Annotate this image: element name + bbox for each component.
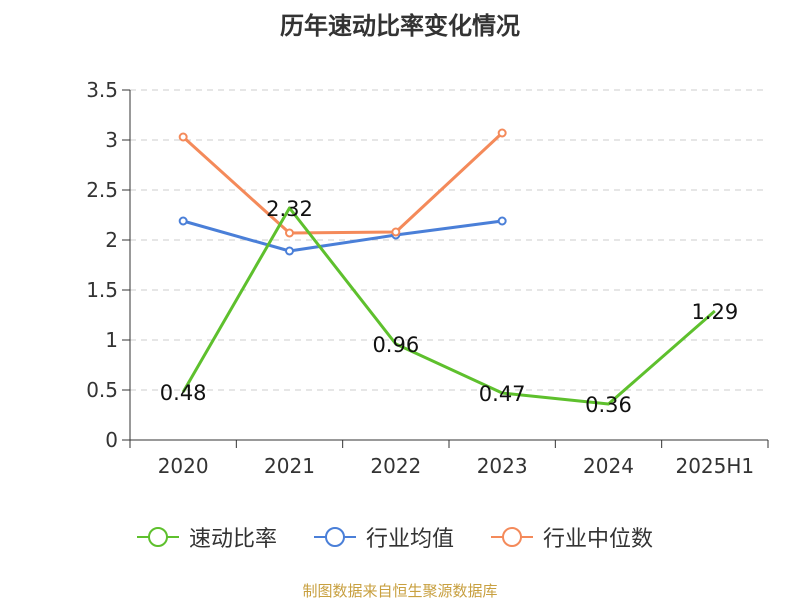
grid-lines (130, 89, 768, 391)
axes: 0 0.5 1 1.5 2 2.5 3 3.5 2020 2021 2022 2023 2024 2025… (86, 78, 769, 478)
series-line-0 (181, 206, 716, 406)
data-label-5: 1.29 (691, 300, 738, 324)
x-tick-label-0: 2020 (158, 454, 209, 478)
y-tick-label-7: 3.5 (86, 78, 118, 102)
y-tick-label-0: 0 (105, 428, 118, 452)
y-tick-label-1: 0.5 (86, 378, 118, 402)
legend-item-series-2[interactable]: 行业中位数 (489, 520, 653, 554)
data-labels: 0.48 2.32 0.96 0.47 0.36 1.29 (160, 197, 738, 417)
legend-label-series-1: 行业均值 (366, 527, 455, 552)
data-label-0: 0.48 (160, 381, 207, 405)
legend-marker-series-2 (491, 527, 533, 547)
chart-title: 历年速动比率变化情况 (280, 12, 520, 40)
legend-label-series-2: 行业中位数 (543, 527, 654, 552)
legend-marker-series-0 (137, 527, 179, 547)
x-tick-label-3: 2023 (477, 454, 528, 478)
series-line-1 (182, 219, 503, 253)
x-tick-label-1: 2021 (264, 454, 315, 478)
data-label-3: 0.47 (479, 382, 526, 406)
y-tick-label-6: 3 (105, 128, 118, 152)
source-note: 制图数据来自恒生聚源数据库 (302, 582, 498, 600)
series-2-point-3 (497, 128, 507, 138)
y-tick-label-4: 2 (105, 228, 118, 252)
series-lines (178, 128, 716, 406)
series-2-point-2 (391, 227, 401, 237)
y-tick-label-5: 2.5 (86, 178, 118, 202)
legend-item-series-1[interactable]: 行业均值 (312, 520, 454, 554)
series-1-point-0 (178, 216, 188, 226)
series-line-2 (182, 131, 504, 235)
x-tick-label-4: 2024 (583, 454, 634, 478)
series-1-point-3 (497, 216, 507, 226)
series-2-point-0 (178, 132, 188, 142)
legend-item-series-0[interactable]: 速动比率 (135, 520, 277, 554)
legend-label-series-0: 速动比率 (189, 527, 278, 552)
y-tick-label-3: 1.5 (86, 278, 118, 302)
chart-legend: 速动比率 行业均值 行业中位数 (0, 520, 800, 554)
x-tick-label-2: 2022 (370, 454, 421, 478)
y-tick-label-2: 1 (105, 328, 118, 352)
data-label-4: 0.36 (585, 393, 632, 417)
data-label-2: 0.96 (372, 333, 419, 357)
legend-marker-series-1 (314, 527, 356, 547)
data-label-1: 2.32 (266, 197, 313, 221)
series-1-point-1 (285, 246, 294, 256)
series-2-point-1 (285, 228, 294, 238)
x-tick-label-5: 2025H1 (675, 454, 754, 478)
